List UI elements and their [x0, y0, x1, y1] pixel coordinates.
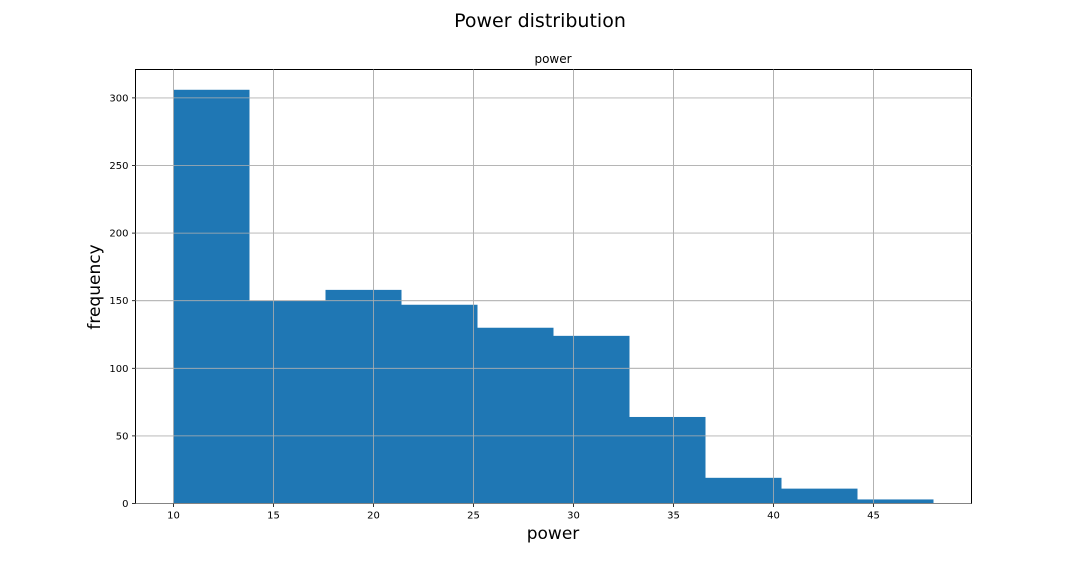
y-tick-label: 200	[109, 229, 128, 240]
axis-ticks: 10 15 20 25 30 35 40 45 0 50 100 150 200 250 300	[109, 69, 972, 522]
x-tick-label: 30	[567, 511, 580, 522]
y-tick-label: 50	[116, 431, 129, 442]
histogram-bar-5	[477, 327, 554, 504]
x-tick-label: 10	[167, 511, 180, 522]
x-tick-label: 35	[667, 511, 680, 522]
y-tick-label: 150	[109, 296, 128, 307]
histogram-bars	[173, 89, 934, 504]
histogram-bar-10	[857, 499, 934, 504]
y-tick-label: 100	[109, 364, 128, 375]
y-tick-label: 0	[122, 499, 128, 510]
x-tick-label: 25	[467, 511, 480, 522]
axes-title: power	[534, 52, 571, 66]
y-axis-label: frequency	[85, 244, 105, 329]
y-tick-label: 250	[109, 161, 128, 172]
histogram-bar-4	[401, 304, 478, 504]
histogram-bar-6	[553, 335, 630, 504]
x-tick-label: 45	[867, 511, 880, 522]
x-tick-label: 20	[367, 511, 380, 522]
figure-title: Power distribution	[454, 10, 626, 32]
histogram-bar-1	[173, 89, 250, 504]
histogram-bar-7	[629, 416, 706, 504]
histogram-bar-9	[781, 488, 858, 504]
histogram-bar-2	[249, 300, 326, 504]
histogram-bar-3	[325, 289, 402, 504]
x-axis-label: power	[527, 524, 580, 544]
x-tick-label: 15	[267, 511, 280, 522]
histogram-bar-8	[705, 477, 782, 504]
x-tick-label: 40	[767, 511, 780, 522]
y-tick-label: 300	[109, 93, 128, 104]
